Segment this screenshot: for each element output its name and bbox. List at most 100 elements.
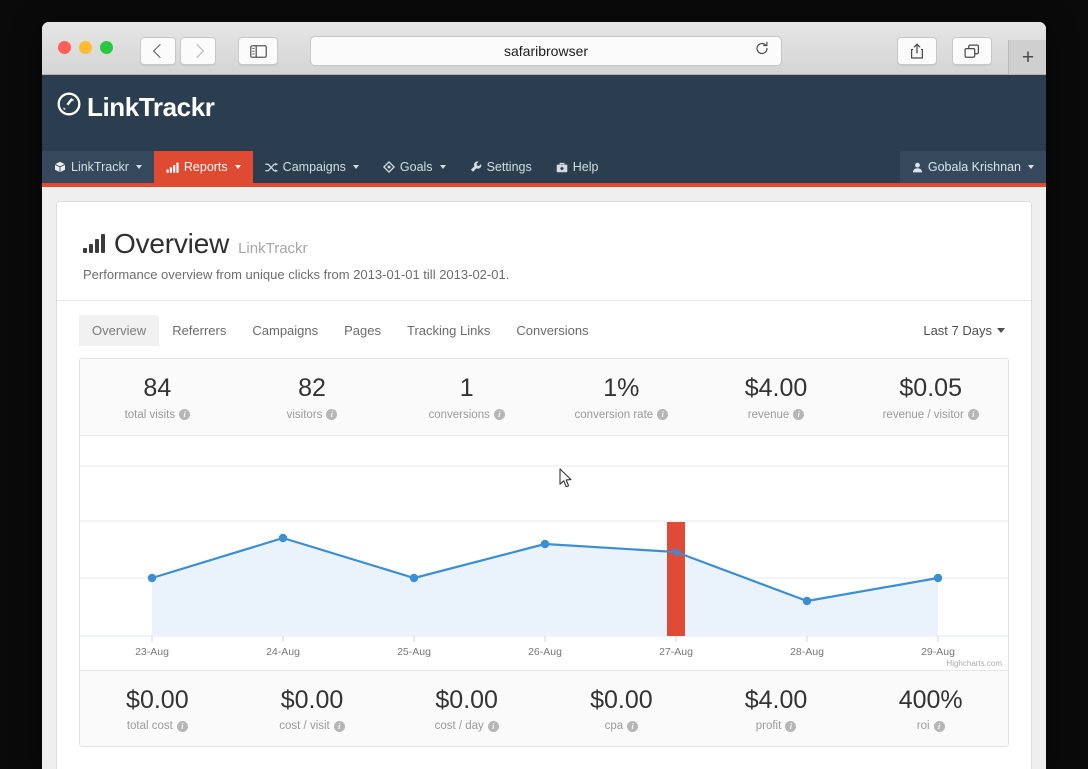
data-point[interactable] [671,547,681,556]
user-menu[interactable]: Gobala Krishnan [899,151,1046,183]
stat-revenue: $4.00 revenue i [699,359,854,435]
share-icon [910,43,924,59]
tab-campaigns[interactable]: Campaigns [239,315,331,346]
forward-button[interactable] [180,37,216,65]
stat-value: $0.05 [899,374,962,402]
date-range-selector[interactable]: Last 7 Days [923,323,1009,338]
chevron-down-icon [234,165,241,169]
cube-icon [54,161,66,173]
maximize-window-button[interactable] [100,41,113,54]
content-card: Overview LinkTrackr Performance overview… [56,201,1032,769]
page-title-row: Overview LinkTrackr [83,228,1005,260]
stat-cost-per-day: $0.00 cost / day i [389,671,544,747]
nav-item-linktrackr[interactable]: LinkTrackr [42,151,154,183]
info-icon[interactable]: i [657,409,669,420]
tab-conversions[interactable]: Conversions [503,315,601,346]
minimize-window-button[interactable] [79,41,92,54]
stat-label: roi i [857,720,1004,732]
info-icon[interactable]: i [785,720,797,732]
data-point[interactable] [409,573,419,582]
stat-label: cost / visit i [239,720,386,732]
info-icon[interactable]: i [967,409,979,420]
page-title: Overview [114,228,230,259]
tab-tracking-links[interactable]: Tracking Links [394,315,503,346]
nav-item-help[interactable]: Help [544,151,611,183]
performance-chart[interactable]: 23-Aug 24-Aug 25-Aug 26-Aug 27-Aug 28-Au… [80,435,1008,670]
stat-revenue-per-visitor: $0.05 revenue / visitor i [853,359,1008,435]
chevron-down-icon [352,165,359,169]
tab-pages[interactable]: Pages [331,315,394,346]
tab-overview-button[interactable] [952,37,992,65]
share-button[interactable] [897,37,937,65]
nav-label: Settings [486,160,532,174]
stat-total-visits: 84 total visits i [80,359,235,435]
linktrackr-mark-icon [56,91,82,124]
tab-referrers[interactable]: Referrers [159,315,239,346]
address-bar[interactable]: safaribrowser [310,36,782,66]
nav-label: Help [572,160,599,174]
stat-value: 1 [459,374,474,402]
info-icon[interactable]: i [179,409,191,420]
stat-value: $0.00 [280,685,344,714]
x-axis-label: 26-Aug [528,646,562,658]
browser-toolbar: safaribrowser [42,22,1046,75]
app-logo-text: LinkTrackr [87,92,215,122]
nav-item-campaigns[interactable]: Campaigns [253,151,371,183]
data-point[interactable] [278,533,288,542]
plus-icon: + [1021,45,1035,69]
wrench-icon [470,161,481,172]
info-icon[interactable]: i [326,409,338,420]
stat-label: profit i [703,720,850,732]
url-text: safaribrowser [503,43,589,59]
nav-item-goals[interactable]: Goals [371,151,458,183]
nav-item-settings[interactable]: Settings [458,151,544,183]
stat-profit: $4.00 profit i [699,671,854,747]
tab-label: Conversions [516,323,589,338]
data-point[interactable] [147,573,157,582]
tab-label: Tracking Links [407,323,491,338]
stat-label: revenue i [703,409,850,421]
nav-label: Campaigns [282,160,346,174]
data-point[interactable] [540,539,550,548]
info-icon[interactable]: i [493,409,505,420]
chart-credit[interactable]: Highcharts.com [946,658,1002,668]
nav-label: Reports [183,160,228,174]
stat-conversions: 1 conversions i [389,359,544,435]
conversion-bar[interactable] [667,521,685,636]
info-icon[interactable]: i [627,720,639,732]
reload-icon[interactable] [755,41,769,61]
info-icon[interactable]: i [793,409,805,420]
stat-value: $0.00 [590,685,653,714]
tab-label: Overview [92,323,147,338]
nav-item-reports[interactable]: Reports [153,151,253,183]
sidebar-toggle-button[interactable] [238,37,278,65]
nav-label: Goals [399,160,433,174]
new-tab-button[interactable]: + [1008,40,1046,74]
chevron-down-icon [135,165,142,169]
stat-value: 84 [143,374,172,402]
x-axis-label: 28-Aug [790,646,824,658]
shuffle-icon [264,162,278,172]
chevron-right-icon [189,43,204,59]
info-icon[interactable]: i [333,720,345,732]
tab-overview[interactable]: Overview [79,315,160,346]
stat-label: cpa i [548,720,695,732]
chevron-down-icon [439,165,446,169]
x-axis-label: 25-Aug [397,646,431,658]
data-point[interactable] [802,596,812,605]
stat-value: $0.00 [126,685,189,714]
stat-label: cost / day i [393,720,540,732]
info-icon[interactable]: i [933,720,945,732]
tab-label: Campaigns [252,323,319,338]
data-point[interactable] [933,573,943,582]
user-icon [912,162,922,172]
info-icon[interactable]: i [487,720,499,732]
close-window-button[interactable] [58,41,71,54]
app-logo[interactable]: LinkTrackr [56,91,215,124]
page-title-brand: LinkTrackr [238,240,308,257]
page-header: Overview LinkTrackr Performance overview… [57,202,1031,301]
back-button[interactable] [140,37,176,65]
info-icon[interactable]: i [176,720,188,732]
stat-value: 82 [298,374,326,402]
